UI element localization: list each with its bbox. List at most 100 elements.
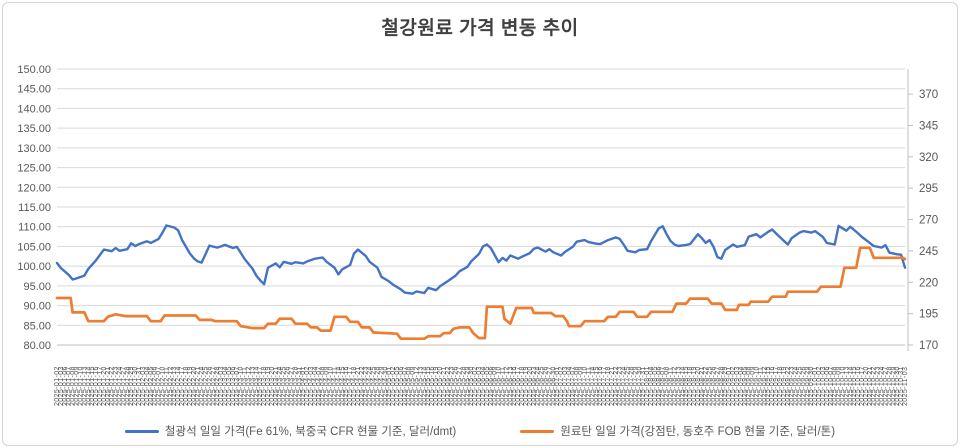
x-axis-date-label: 2025-05-09 xyxy=(410,366,417,406)
x-axis-date-label: 2025-06-03 xyxy=(476,366,483,406)
x-axis-date-label: 2025-09-11 xyxy=(757,367,764,406)
x-axis-date-label: 2025-10-03 xyxy=(820,366,827,406)
x-axis-date-label: 2025-02-26 xyxy=(206,366,213,406)
x-axis-date-label: 2025-02-14 xyxy=(175,366,182,406)
x-axis-date-label: 2025-05-16 xyxy=(429,366,436,406)
x-axis-date-label: 2025-04-07 xyxy=(316,366,323,406)
x-axis-date-label: 2025-08-11 xyxy=(668,367,675,406)
x-axis-date-label: 2025-07-21 xyxy=(609,366,616,406)
x-axis-date-label: 2025-05-23 xyxy=(449,366,456,406)
x-axis-date-label: 2025-10-10 xyxy=(840,366,847,406)
x-axis-date-label: 2025-07-25 xyxy=(625,366,632,406)
x-axis-date-label: 2025-03-07 xyxy=(234,366,241,406)
x-axis-date-label: 2025-07-16 xyxy=(597,366,604,406)
x-axis-date-label: 2025-10-14 xyxy=(847,366,854,406)
x-axis-date-label: 2025-05-15 xyxy=(425,366,432,406)
x-axis-date-label: 2025-09-19 xyxy=(781,366,788,406)
x-axis-date-label: 2025-03-11 xyxy=(242,367,249,406)
x-axis-date-label: 2025-10-16 xyxy=(855,366,862,406)
x-axis-date-label: 2025-07-30 xyxy=(636,366,643,406)
x-axis-date-label: 2025-07-18 xyxy=(605,366,612,406)
x-axis-date-label: 2025-07-23 xyxy=(617,366,624,406)
x-axis-date-label: 2025-02-04 xyxy=(144,366,151,406)
x-axis-date-label: 2025-03-17 xyxy=(257,366,264,406)
x-axis-date-label: 2025-01-22 xyxy=(109,366,116,406)
y-axis-left-tick-label: 140.00 xyxy=(17,103,51,115)
x-axis-date-label: 2025-04-11 xyxy=(332,367,339,406)
x-axis-date-label: 2025-03-31 xyxy=(296,366,303,406)
x-axis-date-label: 2025-01-31 xyxy=(136,366,143,406)
x-axis-date-label: 2025-07-01 xyxy=(554,366,561,406)
x-axis-date-label: 2025-09-16 xyxy=(769,366,776,406)
x-axis-date-label: 2025-10-01 xyxy=(812,366,819,406)
x-axis-date-label: 2025-10-27 xyxy=(883,366,890,406)
legend: 철광석 일일 가격(Fe 61%, 북중국 CFR 현물 기준, 달러/dmt)… xyxy=(0,423,960,439)
x-axis-date-label: 2025-06-12 xyxy=(503,366,510,406)
x-axis-date-label: 2025-07-28 xyxy=(629,366,636,406)
x-axis-date-label: 2025-05-01 xyxy=(386,366,393,406)
x-axis-date-label: 2025-06-02 xyxy=(472,366,479,406)
x-axis-date-label: 2025-10-07 xyxy=(828,366,835,406)
x-axis-date-label: 2025-05-07 xyxy=(402,366,409,406)
y-axis-left-tick-label: 135.00 xyxy=(17,123,51,135)
x-axis-date-label: 2025-01-07 xyxy=(66,366,73,406)
y-axis-left-tick-label: 130.00 xyxy=(17,143,51,155)
x-axis-date-label: 2025-05-30 xyxy=(468,366,475,406)
x-axis-date-label: 2025-07-08 xyxy=(574,366,581,406)
x-axis-date-label: 2025-02-25 xyxy=(203,366,210,406)
x-axis-date-label: 2025-01-29 xyxy=(128,366,135,406)
x-axis-date-label: 2025-06-20 xyxy=(527,366,534,406)
x-axis-date-label: 2025-03-05 xyxy=(226,366,233,406)
y-axis-left-tick-label: 120.00 xyxy=(17,182,51,194)
x-axis-date-label: 2025-03-14 xyxy=(253,366,260,406)
x-axis-date-label: 2025-03-03 xyxy=(218,366,225,406)
x-axis-date-label: 2025-09-22 xyxy=(785,366,792,406)
x-axis-date-label: 2025-06-16 xyxy=(511,366,518,406)
x-axis-date-label: 2025-02-11 xyxy=(163,367,170,406)
x-axis-date-label: 2025-05-08 xyxy=(406,366,413,406)
x-axis-date-label: 2025-09-18 xyxy=(777,366,784,406)
x-axis-date-label: 2025-04-09 xyxy=(324,366,331,406)
x-axis-date-label: 2025-09-23 xyxy=(789,366,796,406)
y-axis-right-tick-label: 370 xyxy=(919,89,938,101)
x-axis-date-label: 2025-03-27 xyxy=(289,366,296,406)
x-axis-date-label: 2025-03-10 xyxy=(238,366,245,406)
y-axis-right-tick-label: 195 xyxy=(919,309,938,321)
x-axis-date-label: 2025-01-24 xyxy=(117,366,124,406)
x-axis-date-label: 2025-10-13 xyxy=(843,366,850,406)
x-axis-date-label: 2025-02-17 xyxy=(179,366,186,406)
x-axis-date-label: 2025-03-25 xyxy=(281,366,288,406)
x-axis-date-label: 2025-04-14 xyxy=(335,366,342,406)
x-axis-date-label: 2025-02-10 xyxy=(160,366,167,406)
y-axis-left-tick-label: 100.00 xyxy=(17,261,51,273)
x-axis-date-label: 2025-05-14 xyxy=(421,366,428,406)
x-axis-date-label: 2025-05-12 xyxy=(414,366,421,406)
x-axis-date-label: 2025-09-30 xyxy=(808,366,815,406)
x-axis-date-label: 2025-05-02 xyxy=(390,366,397,406)
x-axis-date-label: 2025-08-22 xyxy=(703,366,710,406)
y-axis-right-tick-label: 245 xyxy=(919,246,938,258)
x-axis-date-label: 2025-04-08 xyxy=(320,366,327,406)
x-axis-date-label: 2025-09-24 xyxy=(793,366,800,406)
x-axis-date-label: 2025-06-25 xyxy=(539,366,546,406)
x-axis-date-label: 2025-09-26 xyxy=(800,366,807,406)
iron-ore-price-line xyxy=(55,224,907,295)
x-axis-date-label: 2025-05-26 xyxy=(453,366,460,406)
y-axis-right-tick-label: 170 xyxy=(919,340,938,352)
x-axis-date-label: 2025-05-06 xyxy=(398,366,405,406)
x-axis-date-label: 2025-04-21 xyxy=(355,366,362,406)
x-axis-date-label: 2025-08-01 xyxy=(644,366,651,406)
x-axis-date-label: 2025-01-20 xyxy=(101,366,108,406)
x-axis-date-label: 2025-08-25 xyxy=(707,366,714,406)
x-axis-date-label: 2025-10-08 xyxy=(832,366,839,406)
x-axis-date-label: 2025-02-19 xyxy=(187,366,194,406)
x-axis-date-label: 2025-03-20 xyxy=(269,366,276,406)
x-axis-date-label: 2025-03-24 xyxy=(277,366,284,406)
x-axis-date-label: 2025-04-03 xyxy=(308,366,315,406)
x-axis-date-label: 2025-09-09 xyxy=(750,366,757,406)
x-axis-date-label: 2025-08-19 xyxy=(691,366,698,406)
x-axis-date-label: 2025-09-15 xyxy=(765,366,772,406)
x-axis-date-label: 2025-06-26 xyxy=(543,366,550,406)
